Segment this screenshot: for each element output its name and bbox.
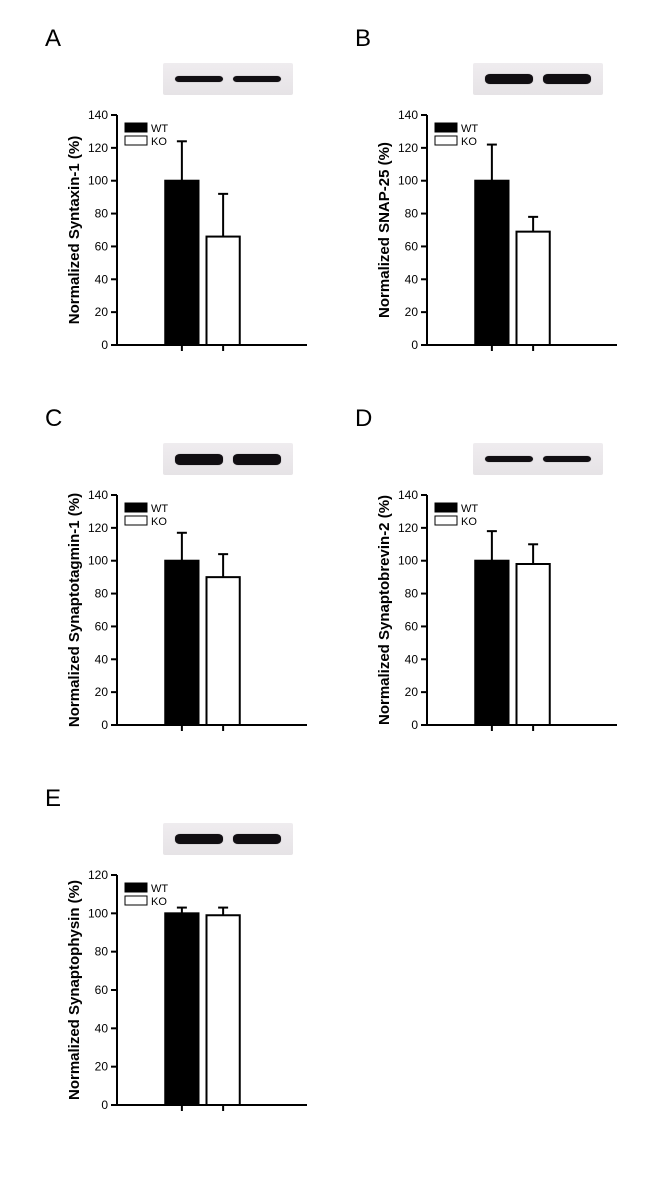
svg-text:0: 0 xyxy=(411,718,418,732)
legend-wt-swatch xyxy=(435,123,457,132)
svg-text:20: 20 xyxy=(405,305,419,319)
legend-ko-swatch xyxy=(125,516,147,525)
svg-text:20: 20 xyxy=(95,685,109,699)
western-blot xyxy=(473,63,603,95)
legend-wt-label: WT xyxy=(461,503,478,515)
bar-wt xyxy=(165,561,198,725)
legend-ko-label: KO xyxy=(461,516,477,528)
legend-ko-label: KO xyxy=(461,136,477,148)
svg-text:60: 60 xyxy=(95,983,109,997)
bar-wt xyxy=(165,181,198,345)
western-blot xyxy=(163,443,293,475)
svg-text:120: 120 xyxy=(88,868,108,882)
svg-text:60: 60 xyxy=(405,239,419,253)
svg-text:0: 0 xyxy=(411,338,418,352)
y-axis-label: Normalized Syntaxin-1 (%) xyxy=(66,136,83,324)
svg-text:120: 120 xyxy=(88,141,108,155)
svg-text:140: 140 xyxy=(398,108,418,122)
legend-wt-swatch xyxy=(125,503,147,512)
svg-text:0: 0 xyxy=(101,718,108,732)
legend-wt-swatch xyxy=(435,503,457,512)
svg-text:120: 120 xyxy=(398,521,418,535)
panel-letter: D xyxy=(355,405,372,433)
western-blot xyxy=(163,823,293,855)
figure-root: A 0 20 40 60 80 100 120 140 Normalized Syntaxin-1… xyxy=(0,0,650,1197)
y-axis-label: Normalized SNAP-25 (%) xyxy=(376,142,393,318)
svg-text:0: 0 xyxy=(101,338,108,352)
legend-ko-swatch xyxy=(125,136,147,145)
svg-text:20: 20 xyxy=(95,1060,109,1074)
bar-ko xyxy=(207,237,240,345)
svg-text:120: 120 xyxy=(88,521,108,535)
svg-text:80: 80 xyxy=(95,207,109,221)
svg-text:100: 100 xyxy=(88,554,108,568)
svg-text:120: 120 xyxy=(398,141,418,155)
bar-chart: 0 20 40 60 80 100 120 140 Normalized SNAP-25 (%)… xyxy=(375,105,630,370)
svg-text:140: 140 xyxy=(88,488,108,502)
legend-wt-label: WT xyxy=(151,503,168,515)
legend-ko-swatch xyxy=(435,136,457,145)
bar-wt xyxy=(475,181,508,345)
panel-letter: B xyxy=(355,25,371,53)
svg-text:140: 140 xyxy=(398,488,418,502)
panel-letter: C xyxy=(45,405,62,433)
svg-text:140: 140 xyxy=(88,108,108,122)
legend-ko-swatch xyxy=(125,896,147,905)
svg-text:60: 60 xyxy=(95,239,109,253)
svg-text:40: 40 xyxy=(95,272,109,286)
svg-text:40: 40 xyxy=(95,1021,109,1035)
legend-wt-label: WT xyxy=(461,123,478,135)
svg-text:80: 80 xyxy=(95,587,109,601)
bar-ko xyxy=(207,915,240,1105)
y-axis-label: Normalized Synaptobrevin-2 (%) xyxy=(376,495,393,725)
legend-wt-label: WT xyxy=(151,123,168,135)
svg-text:100: 100 xyxy=(398,174,418,188)
legend-ko-label: KO xyxy=(151,516,167,528)
panel-letter: E xyxy=(45,785,61,813)
legend-wt-label: WT xyxy=(151,883,168,895)
svg-text:40: 40 xyxy=(405,272,419,286)
bar-chart: 0 20 40 60 80 100 120 140 Normalized Synaptobrev… xyxy=(375,485,630,750)
svg-text:20: 20 xyxy=(95,305,109,319)
y-axis-label: Normalized Synaptotagmin-1 (%) xyxy=(66,493,83,727)
svg-text:40: 40 xyxy=(95,652,109,666)
svg-text:80: 80 xyxy=(405,587,419,601)
bar-ko xyxy=(517,564,550,725)
legend-ko-swatch xyxy=(435,516,457,525)
legend-wt-swatch xyxy=(125,883,147,892)
legend-ko-label: KO xyxy=(151,136,167,148)
legend-ko-label: KO xyxy=(151,896,167,908)
svg-text:80: 80 xyxy=(95,945,109,959)
svg-text:80: 80 xyxy=(405,207,419,221)
western-blot xyxy=(163,63,293,95)
svg-text:100: 100 xyxy=(88,906,108,920)
svg-text:60: 60 xyxy=(95,619,109,633)
western-blot xyxy=(473,443,603,475)
bar-chart: 0 20 40 60 80 100 120 140 Normalized Synaptotagm… xyxy=(65,485,320,750)
bar-ko xyxy=(207,577,240,725)
svg-text:100: 100 xyxy=(88,174,108,188)
svg-text:0: 0 xyxy=(101,1098,108,1112)
svg-text:60: 60 xyxy=(405,619,419,633)
y-axis-label: Normalized Synaptophysin (%) xyxy=(66,880,83,1100)
bar-wt xyxy=(475,561,508,725)
svg-text:20: 20 xyxy=(405,685,419,699)
bar-ko xyxy=(517,232,550,345)
bar-chart: 0 20 40 60 80 100 120 Normalized Synaptophysin … xyxy=(65,865,320,1130)
legend-wt-swatch xyxy=(125,123,147,132)
svg-text:40: 40 xyxy=(405,652,419,666)
bar-wt xyxy=(165,913,198,1105)
bar-chart: 0 20 40 60 80 100 120 140 Normalized Syntaxin-1 … xyxy=(65,105,320,370)
panel-letter: A xyxy=(45,25,61,53)
svg-text:100: 100 xyxy=(398,554,418,568)
